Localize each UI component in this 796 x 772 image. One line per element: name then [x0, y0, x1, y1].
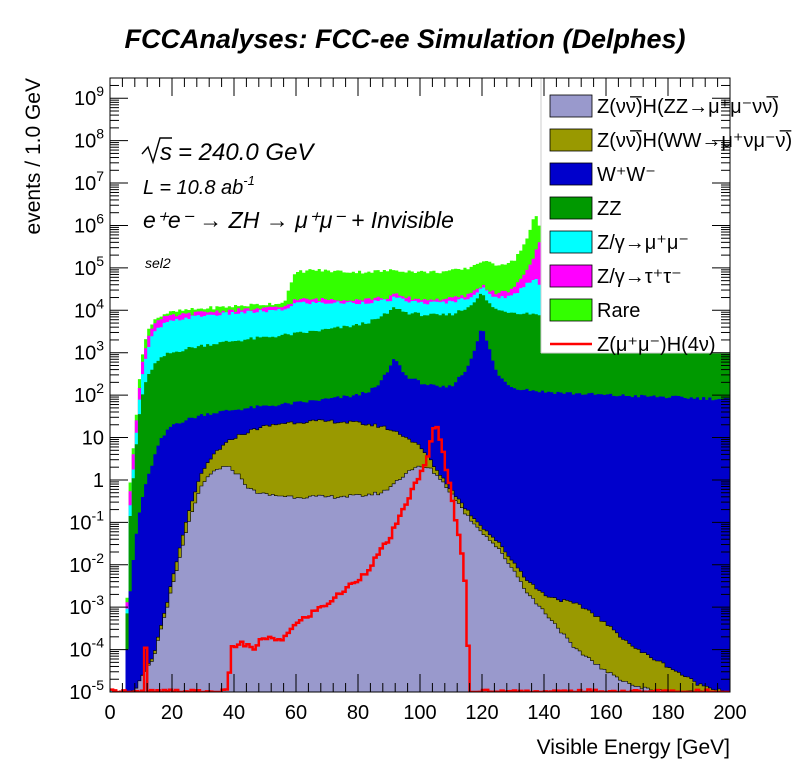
annotation-selection: sel2	[145, 255, 171, 271]
annotation-process: e⁺e⁻ → ZH → μ⁺μ⁻ + Invisible	[143, 207, 454, 233]
legend-swatch	[549, 196, 593, 220]
x-tick-label: 20	[161, 702, 183, 724]
x-tick-label: 60	[285, 702, 307, 724]
x-tick-label: 180	[651, 702, 684, 724]
x-axis-label: Visible Energy [GeV]	[537, 736, 730, 759]
y-tick-label: 109	[74, 83, 104, 110]
legend-label: Z(νν̅)H(WW→μ⁺νμ⁻ν̅)	[597, 129, 792, 152]
legend-swatch	[549, 264, 593, 288]
annotation-lumi-text: L = 10.8 ab	[143, 177, 243, 199]
y-tick-label: 10-1	[69, 507, 104, 534]
y-tick-label: 103	[74, 338, 104, 365]
y-tick-label: 1	[93, 470, 104, 492]
legend-item-zz: ZZ	[549, 196, 621, 220]
legend-label: Z/γ→τ⁺τ⁻	[597, 266, 682, 288]
x-tick-label: 0	[104, 702, 115, 724]
y-tick-label: 106	[74, 210, 104, 237]
y-tick-label: 108	[74, 126, 104, 153]
x-tick-label: 80	[347, 702, 369, 724]
legend-swatch	[549, 162, 593, 186]
y-tick-label: 10-5	[69, 677, 104, 704]
legend-label: W⁺W⁻	[597, 164, 656, 186]
annotation-lumi: L = 10.8 ab-1	[143, 173, 255, 199]
band-zh-zz	[110, 465, 730, 692]
x-tick-label: 140	[527, 702, 560, 724]
legend-item-z-tautau: Z/γ→τ⁺τ⁻	[549, 264, 682, 288]
legend: Z(νν̅)H(ZZ→μ⁺μ⁻νν̅) Z(νν̅)H(WW→μ⁺νμ⁻ν̅) W⁺…	[540, 78, 792, 356]
stacked-bands	[110, 216, 730, 692]
legend-item-signal: Z(μ⁺μ⁻)H(4ν)	[550, 334, 716, 356]
y-tick-label: 10-3	[69, 592, 104, 619]
signal-line-layer	[110, 425, 730, 692]
y-tick-label: 10-2	[69, 550, 104, 577]
y-tick-label: 107	[74, 168, 104, 195]
legend-swatch	[549, 298, 593, 322]
legend-item-z-mumu: Z/γ→μ⁺μ⁻	[549, 230, 689, 254]
x-tick-label: 100	[403, 702, 436, 724]
legend-item-ww: W⁺W⁻	[549, 162, 656, 186]
legend-swatch	[549, 128, 593, 152]
y-tick-label: 10-4	[69, 635, 104, 662]
series-signal-line	[110, 425, 730, 692]
y-axis: 10-5 10-4 10-3 10-2 10-1 1 10 102 103 104 105 106 10…	[69, 77, 730, 704]
chart-title: FCCAnalyses: FCC-ee Simulation (Delphes)	[124, 24, 685, 54]
legend-item-rare: Rare	[549, 298, 640, 322]
legend-label: Z(νν̅)H(ZZ→μ⁺μ⁻νν̅)	[597, 95, 779, 118]
x-axis: 0 20 40 60 80 100 120 140 160 180 200	[104, 78, 747, 724]
legend-label: ZZ	[597, 198, 621, 220]
y-tick-label: 105	[74, 253, 104, 280]
legend-swatch	[549, 94, 593, 118]
legend-item-zh-zz: Z(νν̅)H(ZZ→μ⁺μ⁻νν̅)	[549, 94, 779, 118]
x-tick-label: 160	[589, 702, 622, 724]
sqrt-symbol-icon	[141, 137, 172, 165]
x-tick-label: 40	[223, 702, 245, 724]
y-tick-label: 10	[82, 428, 104, 450]
annotation-s-letter: s	[160, 139, 172, 166]
legend-label: Z(μ⁺μ⁻)H(4ν)	[597, 334, 716, 356]
x-tick-label: 200	[713, 702, 746, 724]
legend-swatch	[549, 230, 593, 254]
legend-label: Rare	[597, 300, 640, 322]
y-tick-label: 102	[74, 380, 104, 407]
annotation-sqrt-s: s = 240.0 GeV	[141, 137, 315, 166]
annotation-sqrt-s-text: = 240.0 GeV	[178, 139, 315, 166]
x-tick-label: 120	[465, 702, 498, 724]
legend-item-zh-ww: Z(νν̅)H(WW→μ⁺νμ⁻ν̅)	[549, 128, 792, 152]
legend-label: Z/γ→μ⁺μ⁻	[597, 232, 689, 254]
y-axis-label: events / 1.0 GeV	[22, 78, 45, 234]
annotation-lumi-exp: -1	[243, 173, 255, 188]
y-tick-label: 104	[74, 295, 104, 322]
